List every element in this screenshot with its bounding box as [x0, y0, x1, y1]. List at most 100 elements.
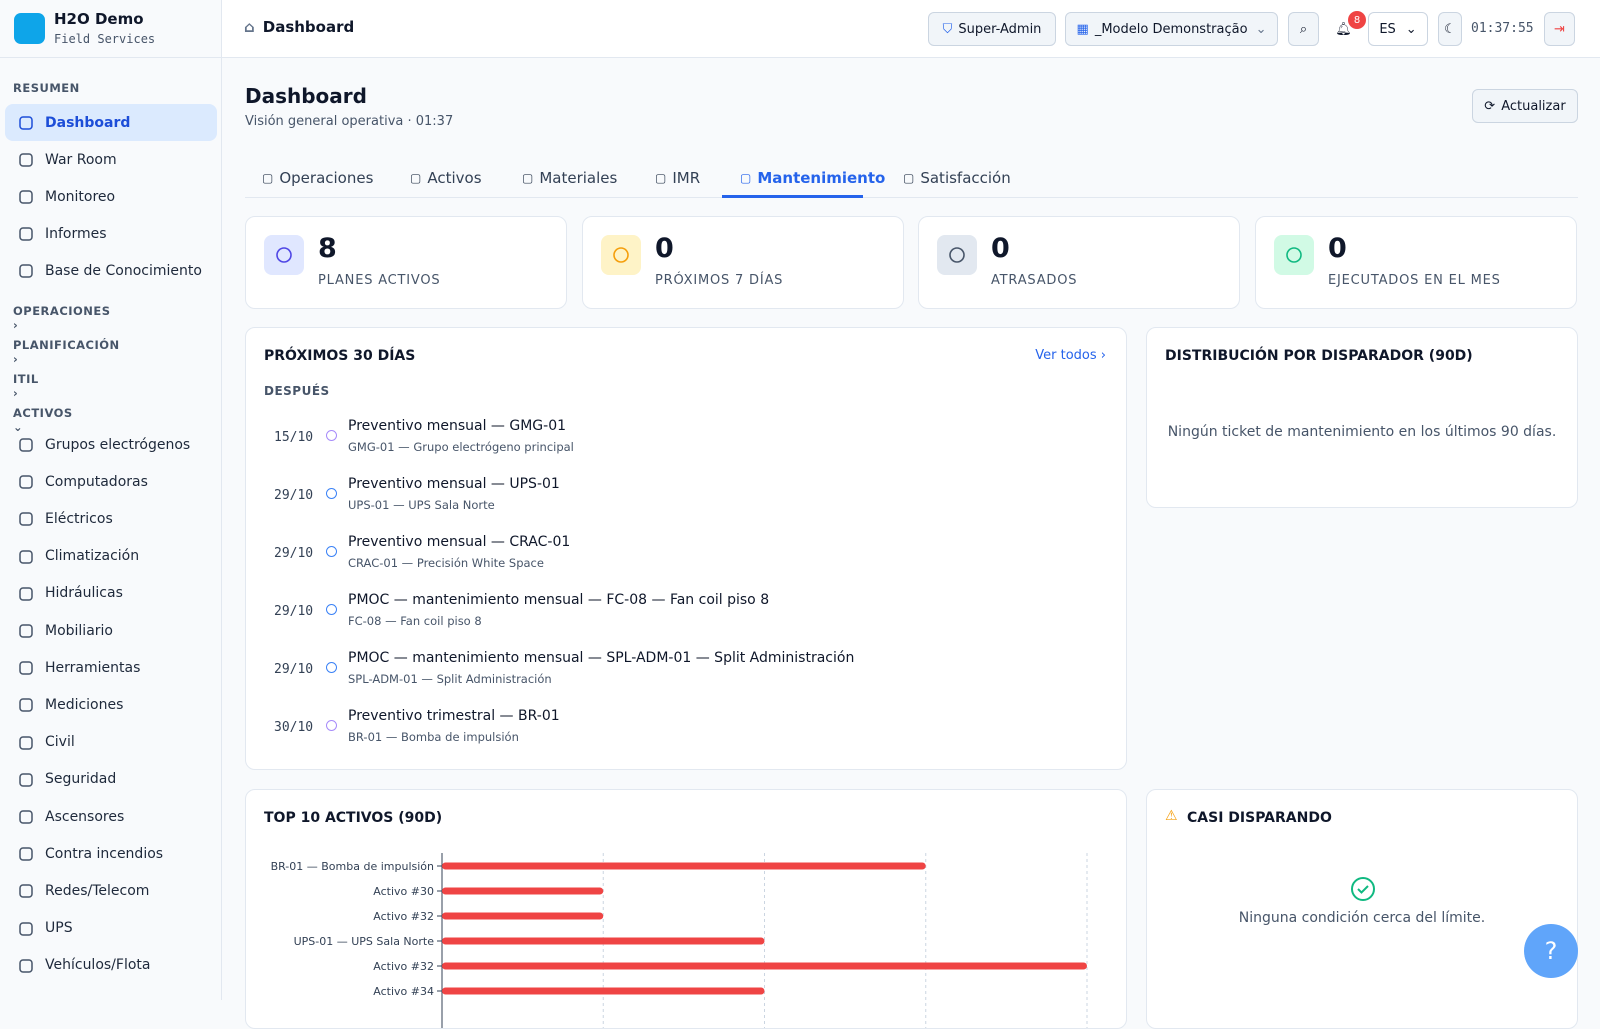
- bar: [442, 962, 1087, 970]
- nav-item[interactable]: Seguridad: [5, 761, 217, 798]
- tab[interactable]: ▢ Materiales: [522, 158, 617, 198]
- upcoming-item[interactable]: 29/10 PMOC — mantenimiento mensual — FC-0…: [264, 588, 1104, 644]
- bar: [442, 937, 765, 945]
- stat-icon: [1274, 235, 1314, 275]
- tab[interactable]: ▢ Operaciones: [262, 158, 373, 198]
- upcoming-item[interactable]: 29/10 Preventivo mensual — UPS-01 UPS-01 —…: [264, 472, 1104, 528]
- nav-item[interactable]: Redes/Telecom: [5, 872, 217, 909]
- item-subtitle: CRAC-01 — Precisión White Space: [348, 556, 544, 570]
- y-tick-label: Activo #32: [373, 910, 434, 923]
- upcoming-item[interactable]: 30/10 Preventivo trimestral — BR-01 BR-01 …: [264, 704, 1104, 760]
- nav-item[interactable]: Computadoras: [5, 463, 217, 500]
- section-label: RESUMEN: [13, 81, 80, 95]
- tenant: _Modelo Demonstração: [1094, 21, 1248, 37]
- refresh-label: Actualizar: [1501, 98, 1566, 114]
- view-all-link[interactable]: Ver todos ›: [1035, 348, 1106, 363]
- nav-item[interactable]: Civil: [5, 724, 217, 761]
- stat-label: PRÓXIMOS 7 DÍAS: [655, 273, 784, 288]
- nav-icon: [19, 153, 33, 167]
- tab-label: Satisfacción: [920, 169, 1011, 187]
- topbar: ⌂ Dashboard ⛉ Super-Admin ▦ _Modelo Demonst…: [222, 0, 1600, 58]
- nav-item[interactable]: Grupos electrógenos: [5, 426, 217, 463]
- item-icon: [326, 604, 337, 615]
- nav-item[interactable]: Contra incendios: [5, 835, 217, 872]
- nav-icon: [19, 847, 33, 861]
- nav-item[interactable]: Eléctricos: [5, 500, 217, 537]
- item-title: Preventivo trimestral — BR-01: [348, 708, 560, 724]
- nav-item[interactable]: Dashboard: [5, 104, 217, 141]
- role-badge[interactable]: ⛉ Super-Admin: [928, 12, 1056, 46]
- item-date: 29/10: [274, 662, 314, 677]
- notifications-button[interactable]: 🔔︎ 8: [1328, 11, 1366, 46]
- nav-item[interactable]: Hidráulicas: [5, 575, 217, 612]
- tenant-select[interactable]: ▦ _Modelo Demonstração ⌄: [1065, 12, 1278, 46]
- language-select[interactable]: ES ⌄: [1368, 12, 1428, 46]
- item-subtitle: FC-08 — Fan coil piso 8: [348, 614, 482, 628]
- warning-icon: ⚠: [1165, 808, 1178, 824]
- upcoming-item[interactable]: 29/10 Preventivo mensual — CRAC-01 CRAC-01…: [264, 530, 1104, 586]
- nav-item[interactable]: Herramientas: [5, 649, 217, 686]
- nav-item[interactable]: Mobiliario: [5, 612, 217, 649]
- stat-value: 0: [655, 233, 674, 264]
- section-label[interactable]: PLANIFICACIÓN ›: [13, 338, 209, 366]
- icon: [276, 247, 292, 263]
- tab[interactable]: ▢ Activos: [410, 158, 482, 198]
- nav-item[interactable]: Ascensores: [5, 798, 217, 835]
- bar: [442, 987, 765, 995]
- item-title: Preventivo mensual — UPS-01: [348, 476, 560, 492]
- section-label[interactable]: ITIL ›: [13, 372, 209, 400]
- nav-item[interactable]: Informes: [5, 215, 217, 252]
- refresh-button[interactable]: ⟳ Actualizar: [1472, 89, 1578, 123]
- section-label[interactable]: ACTIVOS ⌄: [13, 406, 209, 434]
- nav-item[interactable]: Mediciones: [5, 686, 217, 723]
- item-date: 29/10: [274, 604, 314, 619]
- section-label[interactable]: OPERACIONES ›: [13, 304, 209, 332]
- nav-item[interactable]: UPS: [5, 910, 217, 947]
- icon: [613, 247, 629, 263]
- y-tick-label: UPS-01 — UPS Sala Norte: [294, 935, 435, 948]
- tabs-border: [245, 197, 1578, 198]
- tab[interactable]: ▢ Mantenimiento: [740, 158, 885, 198]
- nav-icon: [19, 190, 33, 204]
- stat-value: 0: [991, 233, 1010, 264]
- y-tick-label: BR-01 — Bomba de impulsión: [271, 860, 434, 873]
- language: ES: [1379, 21, 1396, 37]
- item-icon: [326, 488, 337, 499]
- card-title: DISTRIBUCIÓN POR DISPARADOR (90D): [1165, 348, 1473, 364]
- icon: [1286, 247, 1302, 263]
- role: Super-Admin: [958, 21, 1042, 37]
- tab-label: Operaciones: [279, 169, 374, 187]
- chart-card: TOP 10 ACTIVOS (90D) BR-01 — Bomba de im…: [245, 789, 1127, 1029]
- tab-label: Activos: [427, 169, 482, 187]
- nav-icon: [19, 773, 33, 787]
- logout-button[interactable]: ⇥: [1544, 12, 1575, 46]
- nav-item[interactable]: War Room: [5, 141, 217, 178]
- help-button[interactable]: ?: [1524, 924, 1578, 978]
- item-title: PMOC — mantenimiento mensual — FC-08 — F…: [348, 592, 770, 608]
- upcoming-item[interactable]: 15/10 Preventivo mensual — GMG-01 GMG-01 —…: [264, 414, 1104, 470]
- nav-icon: [19, 884, 33, 899]
- link-text: Ver todos: [1035, 348, 1097, 363]
- brand-logo: [14, 13, 45, 44]
- tab[interactable]: ▢ IMR: [655, 158, 700, 198]
- tab-icon: ▢: [903, 171, 915, 185]
- nav-item[interactable]: Base de Conocimiento: [5, 252, 217, 289]
- brand-subtitle: Field Services: [54, 32, 156, 46]
- nav-icon: [19, 698, 33, 713]
- theme-toggle[interactable]: ☾: [1438, 12, 1462, 46]
- tab-icon: ▢: [740, 171, 752, 185]
- section-text: OPERACIONES: [13, 304, 111, 318]
- tab[interactable]: ▢ Satisfacción: [903, 158, 1011, 198]
- nav-item[interactable]: Climatización: [5, 538, 217, 575]
- upcoming-item[interactable]: 29/10 PMOC — mantenimiento mensual — SPL-…: [264, 646, 1104, 702]
- empty-message: Ningún ticket de mantenimiento en los úl…: [1167, 424, 1557, 440]
- search-button[interactable]: ⌕: [1288, 12, 1319, 46]
- stat-icon: [264, 235, 304, 275]
- nav-item[interactable]: Monitoreo: [5, 178, 217, 215]
- item-date: 15/10: [274, 430, 314, 445]
- stat-card: 0 PRÓXIMOS 7 DÍAS: [582, 216, 904, 309]
- nav-item[interactable]: Vehículos/Flota: [5, 947, 217, 984]
- section-text: ACTIVOS: [13, 406, 73, 420]
- tab-icon: ▢: [262, 171, 274, 185]
